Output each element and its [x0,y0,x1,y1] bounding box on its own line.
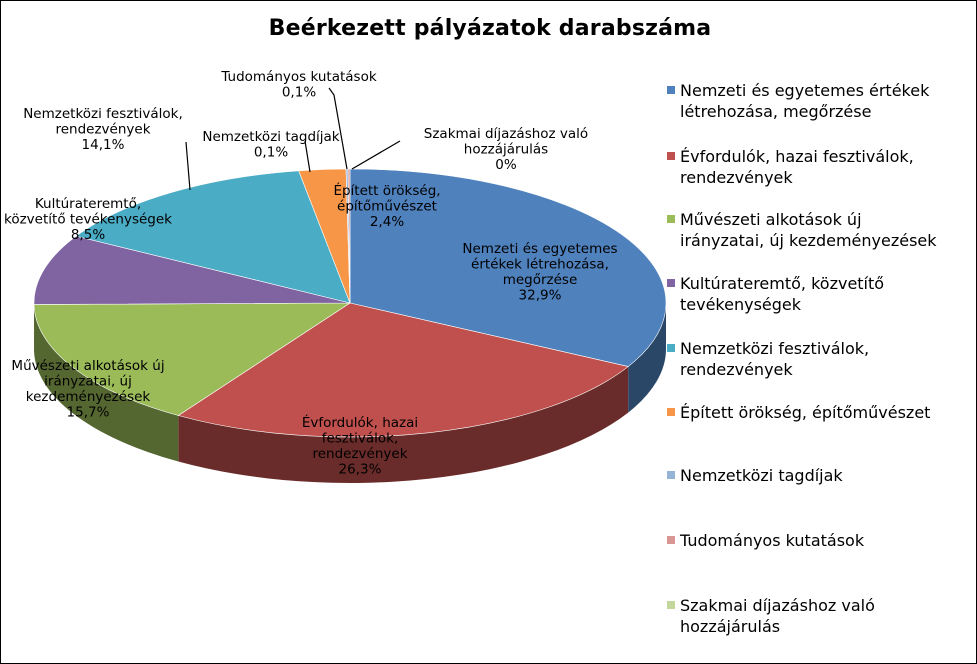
data-label-4-line-1: rendezvények [55,122,150,138]
pie-slice-2 [33,302,352,416]
leader-line-3 [351,140,401,170]
data-label-1-line-1: fesztiválok, [322,431,399,447]
data-label-6-line-0: Nemzetközi tagdíjak [202,129,339,145]
data-label-8: Szakmai díjazáshoz való hozzájárulás 0% [424,126,588,173]
leader-line-2 [328,87,348,170]
data-label-7-line-0: Tudományos kutatások [220,69,377,85]
data-label-3-line-2: 8,5% [71,227,105,243]
data-label-1-line-0: Évfordulók, hazai [302,414,418,431]
data-label-6-line-1: 0,1% [254,145,288,161]
data-label-4-line-2: 14,1% [82,137,125,153]
data-label-7: Tudományos kutatások 0,1% [220,69,377,101]
pie-top [33,168,667,438]
data-label-4: Nemzetközi fesztiválok, rendezvények 14,1% [23,106,183,153]
data-label-5-line-0: Épített örökség, [333,182,440,199]
pie-slice-0 [349,168,667,367]
data-label-1-line-2: rendezvények [312,446,407,462]
data-label-2-line-0: Művészeti alkotások új [11,358,164,374]
pie-slice-3 [33,235,351,305]
data-label-3: Kultúrateremtő, közvetítő tevékenységek 8,… [4,196,172,243]
data-labels: Nemzeti és egyetemes értékek létrehozása,… [4,69,618,478]
leader-line-0 [185,141,191,191]
data-label-2: Művészeti alkotások új irányzatai, új kezd… [11,358,164,421]
pie-side-2 [34,304,179,462]
data-label-5: Épített örökség, építőművészet 2,4% [333,182,440,230]
data-label-0-line-1: értékek létrehozása, [471,257,609,273]
leader-line-1 [304,140,311,173]
data-label-5-line-2: 2,4% [370,214,404,230]
data-label-7-line-1: 0,1% [282,85,316,101]
data-label-6: Nemzetközi tagdíjak 0,1% [202,129,339,161]
data-label-0-line-0: Nemzeti és egyetemes [462,241,617,257]
chart-title: Beérkezett pályázatok darabszáma [268,16,712,41]
data-label-2-line-1: irányzatai, új [44,374,132,390]
data-label-0: Nemzeti és egyetemes értékek létrehozása,… [462,241,617,304]
data-label-2-line-2: kezdeményezések [26,389,151,405]
pie-slice-1 [177,302,629,438]
pie-side-1 [178,366,629,484]
pie-side-0 [628,303,666,413]
data-label-3-line-0: Kultúrateremtő, [35,196,141,212]
data-label-2-line-3: 15,7% [67,405,110,421]
data-label-5-line-1: építőművészet [337,199,437,215]
data-label-4-line-0: Nemzetközi fesztiválok, [23,106,183,122]
data-label-8-line-2: 0% [495,157,517,173]
pie-slice-7 [347,168,351,304]
data-label-8-line-1: hozzájárulás [464,142,548,158]
data-label-1-line-3: 26,3% [339,462,382,478]
data-label-8-line-0: Szakmai díjazáshoz való [424,126,588,142]
pie-slice-4 [75,170,351,304]
data-label-0-line-2: megőrzése [503,272,578,288]
data-label-1: Évfordulók, hazai fesztiválok, rendezvénye… [302,414,418,478]
pie-sides [34,303,666,484]
data-label-3-line-1: közvetítő tevékenységek [4,212,172,228]
data-label-0-line-3: 32,9% [519,288,562,304]
